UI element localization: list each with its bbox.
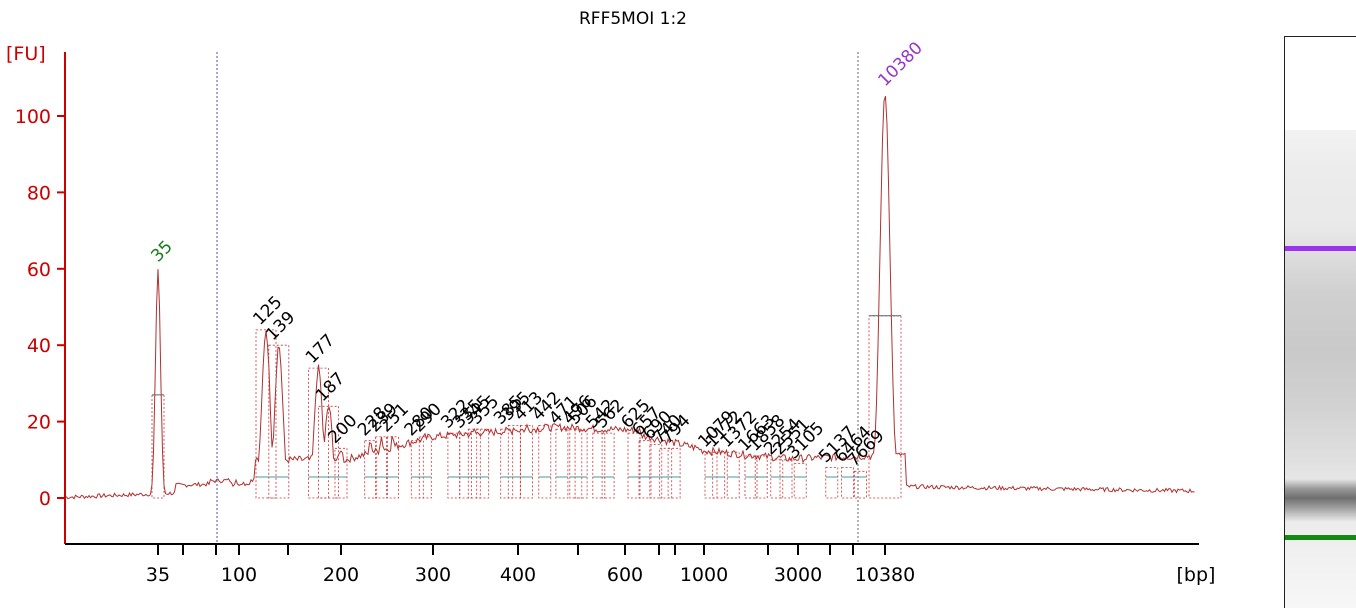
x-axis-label: [bp]: [1177, 564, 1216, 586]
peak-label: 177: [302, 331, 339, 368]
peak-boundary: [386, 436, 399, 499]
sample-window-lines: [216, 52, 859, 544]
peak-boundary: [410, 440, 424, 499]
trace-line: [64, 96, 1195, 500]
peak-boundary: [418, 436, 432, 499]
virtual-gel-lane: [1284, 36, 1356, 608]
peak-boundary: [467, 428, 481, 499]
peak-boundary: [459, 432, 473, 499]
peak-boundary: [555, 428, 569, 499]
signal-trace: [64, 96, 1195, 500]
peak-boundary: [854, 470, 867, 499]
peak-boundary: [601, 432, 615, 499]
peak-boundary: [538, 424, 552, 499]
y-tick-label: 100: [15, 106, 51, 128]
x-tick-label: 35: [146, 564, 170, 586]
peak-boundary: [638, 440, 652, 499]
peak-boundary: [308, 367, 329, 499]
y-tick-label: 20: [27, 412, 51, 434]
peak-boundary: [500, 428, 514, 499]
peak-boundary: [627, 432, 641, 499]
peak-boundary: [318, 405, 340, 499]
peak-boundary: [569, 428, 583, 499]
peak-boundary: [374, 436, 388, 499]
peak-boundary: [704, 451, 718, 499]
peak-boundary: [268, 344, 290, 499]
x-tick-label: 400: [500, 564, 536, 586]
x-tick-label: 3000: [774, 564, 822, 586]
y-tick-label: 40: [27, 335, 51, 357]
chart-title: RFF5MOI 1:2: [579, 9, 687, 29]
axes: 0 20 40 60 80 100 35 100 200 300 400 600 1000 3000 103…: [15, 52, 1199, 586]
peak-boundary: [659, 447, 673, 499]
peak-boundary: [476, 428, 490, 499]
peak-boundary: [447, 432, 461, 499]
peak-boundary: [667, 447, 681, 499]
y-tick-label: 80: [27, 182, 51, 204]
peak-boundary: [712, 451, 726, 499]
y-axis-label: [FU]: [6, 43, 46, 65]
marker-boundary: [868, 315, 902, 499]
lower-marker-band: [1285, 535, 1356, 540]
peak-boundary: [364, 440, 378, 499]
x-tick-label: 600: [607, 564, 643, 586]
peak-boundary: [649, 444, 663, 499]
x-tick-label: 10380: [855, 564, 915, 586]
peak-boundary: [507, 424, 521, 499]
peak-labels: 3510380125139177187200228239251280290322…: [147, 38, 926, 471]
peak-boundary: [726, 451, 740, 499]
x-tick-label: 300: [415, 564, 451, 586]
peak-boundary: [779, 459, 793, 499]
peak-boundary: [334, 447, 348, 499]
y-tick-label: 0: [39, 488, 51, 510]
marker-label: 35: [147, 237, 176, 266]
peak-boundary: [770, 459, 784, 499]
peak-boundary: [793, 463, 807, 499]
upper-marker-band: [1285, 246, 1356, 251]
x-tick-label: 100: [221, 564, 257, 586]
peak-boundaries: [151, 315, 902, 499]
peak-boundary: [841, 466, 854, 499]
peak-boundary: [574, 428, 588, 499]
y-tick-label: 60: [27, 259, 51, 281]
peak-boundary: [520, 424, 533, 499]
peak-boundary: [825, 466, 839, 499]
x-tick-label: 1000: [680, 564, 728, 586]
marker-label: 10380: [874, 38, 926, 90]
peak-boundary: [255, 329, 277, 499]
x-tick-label: 200: [323, 564, 359, 586]
gel-smear: [1285, 130, 1356, 608]
peak-boundary: [592, 432, 606, 499]
